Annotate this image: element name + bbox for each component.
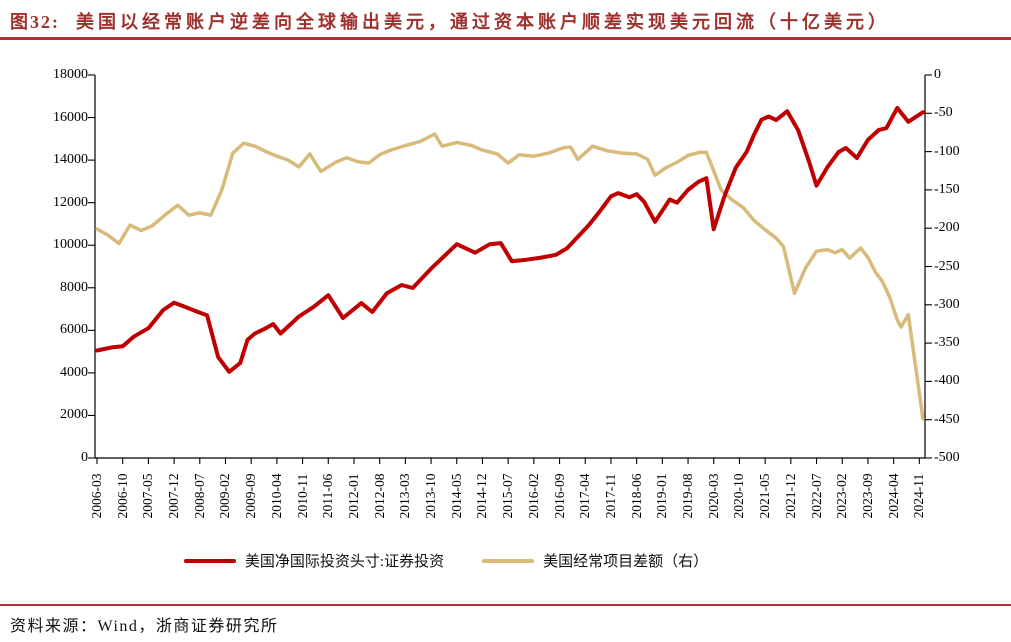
right-axis-tick-label: -200	[934, 220, 960, 236]
x-axis-tick-label: 2008-07	[191, 473, 207, 519]
figure-number: 图32:	[10, 12, 60, 32]
left-axis-tick-label: 18000	[53, 67, 88, 82]
legend-label-net-investment: 美国净国际投资头寸:证券投资	[244, 554, 445, 570]
left-axis-tick-label: 10000	[53, 237, 88, 253]
series-line-tan	[95, 132, 925, 421]
x-axis-tick-label: 2020-10	[731, 473, 747, 519]
x-axis-tick-label: 2012-01	[345, 473, 361, 519]
right-axis-tick-label: -450	[934, 411, 960, 427]
x-axis-tick-label: 2013-03	[397, 473, 413, 519]
right-axis-tick-label: -350	[934, 335, 960, 351]
right-axis-tick-label: -150	[934, 181, 960, 197]
x-axis-tick-label: 2017-04	[577, 473, 593, 519]
left-axis-tick-label: 6000	[60, 322, 88, 338]
x-axis-tick-label: 2012-08	[371, 473, 387, 519]
right-axis-tick-label: -300	[934, 296, 960, 312]
x-axis-tick-label: 2006-03	[89, 473, 104, 519]
x-axis-tick-label: 2015-07	[500, 473, 516, 519]
x-axis-tick-label: 2019-01	[654, 473, 670, 519]
left-axis-tick-label: 2000	[60, 407, 88, 423]
x-axis-tick-label: 2017-11	[602, 473, 618, 519]
x-axis-tick-label: 2023-09	[859, 473, 875, 519]
source-text: Wind，浙商证券研究所	[97, 618, 279, 635]
right-axis-tick-label: -50	[934, 105, 953, 121]
x-axis-tick-label: 2024-04	[885, 473, 901, 519]
x-axis-tick-label: 2007-12	[166, 473, 182, 519]
source-label: 资料来源：	[10, 618, 98, 635]
x-axis-tick-label: 2010-04	[268, 473, 284, 519]
x-axis-tick-label: 2009-02	[217, 473, 233, 519]
x-axis-tick-label: 2021-12	[782, 473, 798, 519]
x-axis-tick-label: 2020-03	[705, 473, 721, 519]
x-axis-tick-label: 2014-05	[448, 473, 464, 519]
right-axis-tick-label: -400	[934, 373, 960, 389]
x-axis-tick-label: 2023-02	[834, 473, 850, 519]
legend-label-current-account: 美国经常项目差额（右）	[543, 554, 709, 570]
legend-swatch-tan-line	[482, 558, 535, 563]
x-axis-tick-label: 2019-08	[680, 473, 696, 519]
chart-legend: 美国净国际投资头寸:证券投资 美国经常项目差额（右）	[0, 550, 892, 571]
left-axis-tick-label: 0	[81, 450, 88, 465]
left-axis-tick-label: 8000	[60, 279, 88, 295]
source-note: 资料来源：Wind，浙商证券研究所	[10, 612, 278, 636]
right-axis-tick-label: -250	[934, 258, 960, 274]
x-axis-tick-label: 2016-09	[551, 473, 567, 519]
figure-title-text: 美国以经常账户逆差向全球输出美元，通过资本账户顺差实现美元回流（十亿美元）	[76, 12, 890, 32]
legend-item-current-account: 美国经常项目差额（右）	[482, 550, 708, 571]
x-axis-tick-label: 2022-07	[808, 473, 824, 519]
left-axis-tick-label: 16000	[53, 109, 88, 125]
left-axis-tick-label: 4000	[60, 364, 88, 380]
bottom-divider	[0, 604, 1011, 606]
x-axis-tick-label: 2016-02	[525, 473, 541, 519]
right-axis-tick-label: 0	[934, 67, 941, 82]
x-axis-tick-label: 2021-05	[757, 473, 773, 519]
x-axis-tick-label: 2011-06	[320, 473, 336, 519]
x-axis-tick-label: 2014-12	[474, 473, 490, 519]
figure-title: 图32: 美国以经常账户逆差向全球输出美元，通过资本账户顺差实现美元回流（十亿美元…	[10, 8, 890, 34]
legend-item-net-investment: 美国净国际投资头寸:证券投资	[183, 550, 445, 571]
x-axis-tick-label: 2007-05	[140, 473, 156, 519]
right-axis-tick-label: -500	[934, 450, 960, 465]
x-axis-tick-label: 2010-11	[294, 473, 310, 519]
right-axis-tick-label: -100	[934, 143, 960, 159]
legend-swatch-red-line	[183, 558, 236, 563]
x-axis-tick-label: 2006-10	[114, 473, 130, 519]
series-line-red	[95, 106, 925, 374]
x-axis-tick-label: 2013-10	[423, 473, 439, 519]
top-divider	[0, 37, 1011, 40]
x-axis-tick-label: 2024-11	[911, 473, 927, 519]
x-axis-tick-label: 2018-06	[628, 473, 644, 519]
x-axis-tick-label: 2009-09	[243, 473, 259, 519]
left-axis-tick-label: 12000	[53, 194, 88, 210]
left-axis-tick-label: 14000	[53, 152, 88, 168]
